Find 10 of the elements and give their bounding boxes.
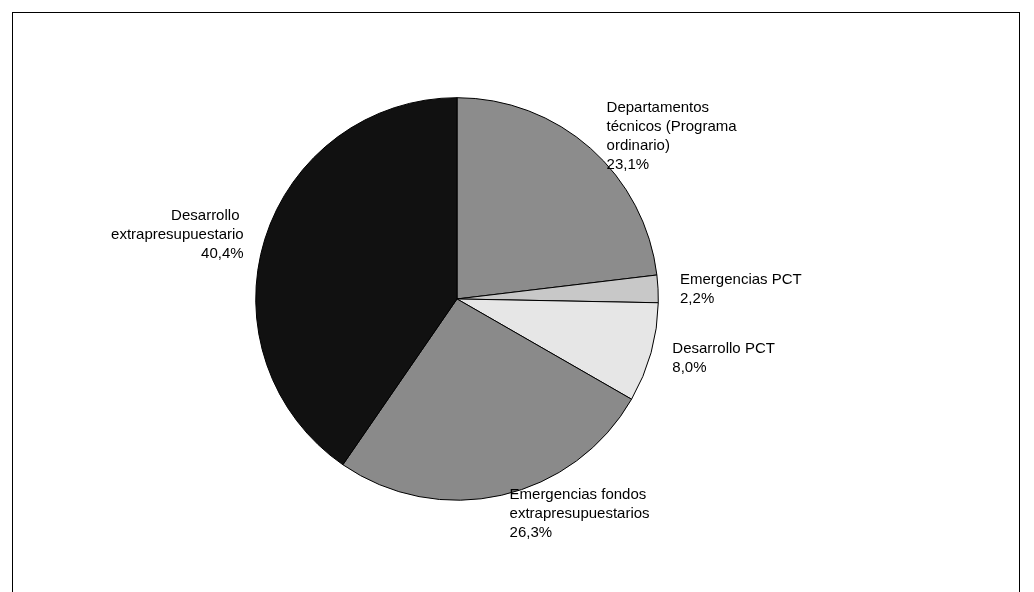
slice-label: Departamentos técnicos (Programa ordinario) [606,97,741,153]
slice-label: Emergencias fondos extrapresupuestarios [509,485,651,522]
data-label: 40,4% [201,244,244,262]
data-label: 8,0% [672,358,707,376]
data-label: 26,3% [509,523,553,541]
slice-label: Desarrollo PCT [672,339,775,357]
slice-label: Desarrollo extrapresupuestario [111,206,244,243]
slice-label: Emergencias PCT [680,269,802,287]
data-label: 23,1% [606,154,650,172]
data-label: 2,2% [680,288,715,306]
